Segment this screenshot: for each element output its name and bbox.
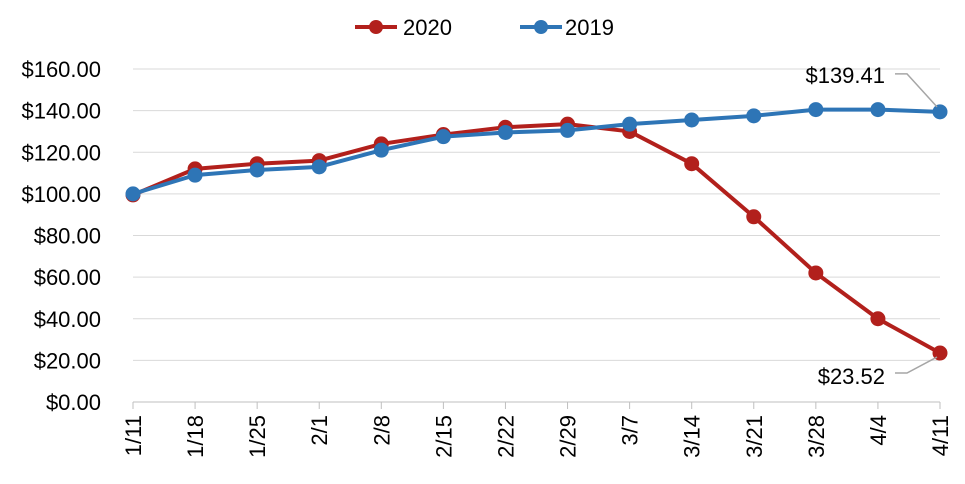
- series-line-2019: [131, 107, 942, 196]
- x-tick-label: 3/21: [742, 415, 767, 458]
- data-point-2019: [870, 102, 886, 118]
- data-point-2019: [435, 129, 451, 145]
- data-point-2020: [870, 311, 886, 327]
- y-tick-label: $80.00: [34, 224, 101, 249]
- x-tick-label: 2/8: [369, 415, 394, 446]
- data-point-2019: [187, 167, 203, 183]
- y-tick-label: $0.00: [46, 390, 101, 415]
- x-tick-label: 3/28: [804, 415, 829, 458]
- data-point-2019: [622, 116, 638, 132]
- series-layer: [125, 102, 948, 361]
- x-tick-label: 2/1: [307, 415, 332, 446]
- y-tick-label: $60.00: [34, 265, 101, 290]
- y-tick-label: $100.00: [21, 182, 101, 207]
- data-point-2020: [808, 265, 824, 281]
- y-tick-label: $120.00: [21, 140, 101, 165]
- x-tick-label: 4/11: [928, 415, 953, 456]
- y-tick-label: $40.00: [34, 307, 101, 332]
- series-line-2020: [131, 122, 942, 356]
- gridlines: [133, 68, 940, 361]
- x-tick-label: 3/14: [680, 415, 705, 458]
- data-point-2019: [808, 102, 824, 118]
- x-tick-label: 2/15: [431, 415, 456, 458]
- annotation-label-2019: $139.41: [805, 63, 885, 88]
- x-tick-label: 3/7: [618, 415, 643, 446]
- y-tick-label: $140.00: [21, 99, 101, 124]
- data-point-2019: [311, 159, 327, 175]
- data-point-2019: [932, 104, 948, 120]
- annotation-label-2020: $23.52: [818, 364, 885, 389]
- x-tick-label: 2/22: [493, 415, 518, 458]
- data-point-2020: [746, 209, 762, 225]
- x-tick-label: 1/25: [245, 415, 270, 458]
- annotations-layer: $139.41 $23.52: [805, 63, 938, 389]
- data-point-2020: [684, 156, 700, 172]
- legend-marker-2019: [534, 20, 548, 34]
- data-point-2019: [684, 112, 700, 128]
- x-tick-label: 4/4: [866, 415, 891, 446]
- y-axis: $0.00 $20.00 $40.00 $60.00 $80.00 $100.00 $120…: [21, 57, 101, 415]
- annotation-leader-line: [895, 73, 938, 108]
- data-point-2019: [249, 162, 265, 178]
- y-tick-label: $160.00: [21, 57, 101, 82]
- y-tick-label: $20.00: [34, 348, 101, 373]
- data-point-2019: [373, 142, 389, 158]
- data-point-2019: [497, 124, 513, 140]
- data-point-2019: [746, 108, 762, 124]
- x-tick-label: 1/18: [183, 415, 208, 458]
- data-point-2019: [125, 186, 141, 202]
- legend: 2020 2019: [355, 15, 614, 40]
- x-tick-label: 2/29: [556, 415, 581, 458]
- data-point-2019: [560, 122, 576, 138]
- annotation-leader-line: [895, 356, 938, 374]
- legend-label-2020: 2020: [403, 15, 452, 40]
- x-axis: 1/11 1/18 1/25 2/1 2/8 2/15 2/22 2/29 3/7 3/14 3/2…: [121, 401, 953, 458]
- legend-label-2019: 2019: [565, 15, 614, 40]
- x-tick-label: 1/11: [121, 415, 146, 456]
- legend-marker-2020: [369, 20, 383, 34]
